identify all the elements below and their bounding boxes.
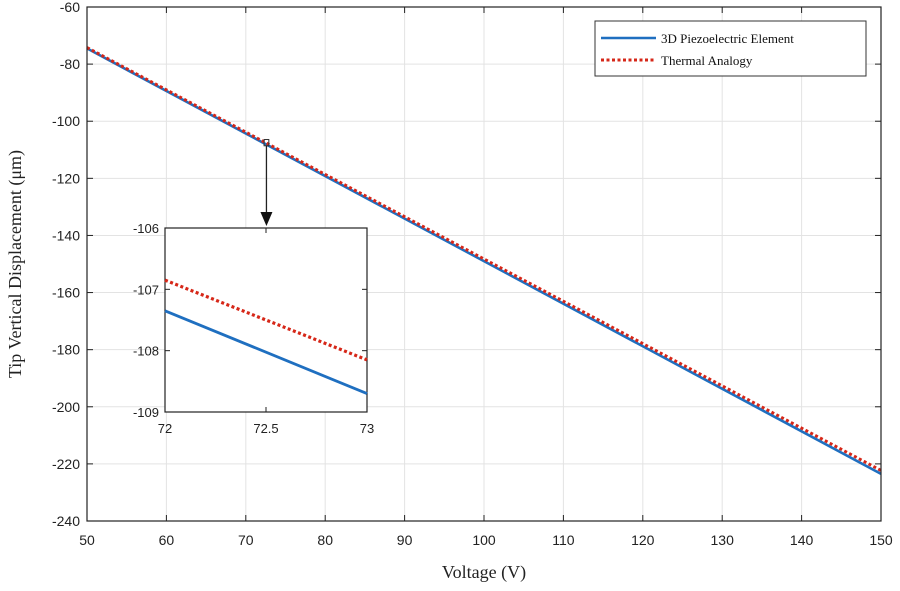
- y-tick-label: -140: [52, 227, 80, 243]
- legend-label-piezoelectric: 3D Piezoelectric Element: [661, 31, 794, 46]
- y-tick-label: -180: [52, 342, 80, 358]
- inset-series-line-piezoelectric: [164, 309, 368, 395]
- y-tick-label: -100: [52, 113, 80, 129]
- zoom-arrow-head: [260, 212, 273, 226]
- x-tick-label: 70: [238, 532, 254, 548]
- y-tick-label: -80: [60, 56, 80, 72]
- series-line-thermal-analogy: [86, 46, 882, 472]
- inset-plot-area: [164, 227, 368, 413]
- inset-x-tick-label: 72.5: [253, 421, 278, 436]
- inset-y-tick-label: -109: [133, 405, 159, 420]
- inset-y-tick-label: -106: [133, 221, 159, 236]
- y-tick-label: -200: [52, 399, 80, 415]
- y-tick-label: -240: [52, 513, 80, 529]
- x-tick-label: 150: [869, 532, 893, 548]
- x-tick-label: 140: [790, 532, 814, 548]
- legend-label-thermal-analogy: Thermal Analogy: [661, 53, 753, 68]
- inset-y-tick-label: -108: [133, 344, 159, 359]
- y-tick-label: -60: [60, 0, 80, 15]
- x-tick-label: 80: [317, 532, 333, 548]
- y-axis-title: Tip Vertical Displacement (μm): [5, 150, 26, 378]
- x-tick-label: 120: [631, 532, 655, 548]
- y-tick-label: -160: [52, 285, 80, 301]
- x-axis-title: Voltage (V): [442, 562, 526, 583]
- x-tick-label: 100: [472, 532, 496, 548]
- x-tick-label: 90: [397, 532, 413, 548]
- x-tick-label: 110: [552, 532, 575, 548]
- x-tick-label: 60: [159, 532, 175, 548]
- inset-x-tick-label: 72: [158, 421, 172, 436]
- x-tick-label: 130: [711, 532, 735, 548]
- legend-box: [594, 20, 867, 77]
- y-tick-label: -120: [52, 170, 80, 186]
- inset-y-tick-label: -107: [133, 282, 159, 297]
- x-tick-label: 50: [79, 532, 95, 548]
- y-tick-label: -220: [52, 456, 80, 472]
- inset-x-tick-label: 73: [360, 421, 374, 436]
